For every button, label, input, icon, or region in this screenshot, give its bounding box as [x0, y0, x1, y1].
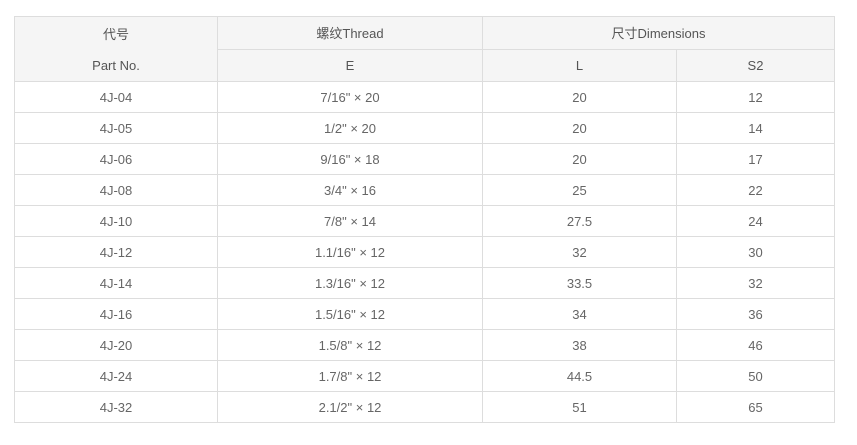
cell-l: 38	[482, 329, 677, 361]
table-row: 4J-05 1/2" × 20 20 14	[14, 112, 836, 144]
cell-l: 51	[482, 391, 677, 423]
cell-e: 1.3/16" × 12	[217, 267, 483, 299]
cell-e: 3/4" × 16	[217, 174, 483, 206]
cell-s2: 50	[675, 360, 836, 392]
table-row: 4J-20 1.5/8" × 12 38 46	[14, 329, 836, 361]
table-row: 4J-24 1.7/8" × 12 44.5 50	[14, 360, 836, 392]
cell-e: 1/2" × 20	[217, 112, 483, 144]
header-row-groups: 代号 Part No. 螺纹Thread 尺寸Dimensions	[14, 16, 836, 82]
cell-l: 25	[482, 174, 677, 206]
cell-s2: 14	[675, 112, 836, 144]
cell-e: 1.5/8" × 12	[217, 329, 483, 361]
cell-part_no: 4J-05	[14, 112, 218, 144]
cell-s2: 46	[675, 329, 836, 361]
header-part-no-en: Part No.	[92, 57, 140, 73]
cell-part_no: 4J-06	[14, 143, 218, 175]
cell-l: 20	[482, 81, 677, 113]
cell-l: 34	[482, 298, 677, 330]
cell-s2: 32	[675, 267, 836, 299]
table-row: 4J-08 3/4" × 16 25 22	[14, 174, 836, 206]
table-row: 4J-16 1.5/16" × 12 34 36	[14, 298, 836, 330]
header-col-l: L	[482, 48, 677, 82]
table-row: 4J-32 2.1/2" × 12 51 65	[14, 391, 836, 423]
cell-s2: 12	[675, 81, 836, 113]
cell-part_no: 4J-16	[14, 298, 218, 330]
cell-part_no: 4J-24	[14, 360, 218, 392]
header-part-no-cell: 代号 Part No.	[14, 16, 218, 82]
cell-part_no: 4J-04	[14, 81, 218, 113]
header-dimensions-group: 尺寸Dimensions	[481, 16, 836, 50]
cell-part_no: 4J-32	[14, 391, 218, 423]
cell-part_no: 4J-08	[14, 174, 218, 206]
table-body: 4J-04 7/16" × 20 20 12 4J-05 1/2" × 20 20 14 4J-…	[14, 81, 836, 423]
cell-part_no: 4J-14	[14, 267, 218, 299]
spec-sheet-page: 代号 Part No. 螺纹Thread 尺寸Dimensions E L S2…	[14, 16, 836, 423]
cell-e: 1.5/16" × 12	[217, 298, 483, 330]
cell-l: 32	[482, 236, 677, 268]
table-row: 4J-12 1.1/16" × 12 32 30	[14, 236, 836, 268]
cell-part_no: 4J-12	[14, 236, 218, 268]
cell-l: 20	[482, 143, 677, 175]
table-header: 代号 Part No. 螺纹Thread 尺寸Dimensions E L S2	[14, 16, 836, 82]
cell-l: 33.5	[482, 267, 677, 299]
cell-s2: 36	[675, 298, 836, 330]
header-row-subcolumns: E L S2	[15, 48, 836, 82]
cell-part_no: 4J-10	[14, 205, 218, 237]
cell-s2: 65	[675, 391, 836, 423]
cell-s2: 22	[675, 174, 836, 206]
cell-s2: 30	[675, 236, 836, 268]
table-row: 4J-04 7/16" × 20 20 12	[14, 81, 836, 113]
cell-s2: 17	[675, 143, 836, 175]
header-col-s2: S2	[675, 48, 836, 82]
header-part-no-zh: 代号	[102, 26, 129, 42]
cell-part_no: 4J-20	[14, 329, 218, 361]
cell-e: 9/16" × 18	[217, 143, 483, 175]
cell-e: 7/16" × 20	[217, 81, 483, 113]
header-thread-group: 螺纹Thread	[217, 16, 483, 50]
header-col-e: E	[217, 48, 483, 82]
cell-l: 44.5	[482, 360, 677, 392]
cell-e: 7/8" × 14	[217, 205, 483, 237]
cell-e: 1.1/16" × 12	[217, 236, 483, 268]
cell-s2: 24	[675, 205, 836, 237]
cell-l: 20	[482, 112, 677, 144]
table-row: 4J-14 1.3/16" × 12 33.5 32	[14, 267, 836, 299]
cell-l: 27.5	[482, 205, 677, 237]
thread-dimensions-table: 代号 Part No. 螺纹Thread 尺寸Dimensions E L S2…	[14, 16, 836, 423]
cell-e: 2.1/2" × 12	[217, 391, 483, 423]
cell-e: 1.7/8" × 12	[217, 360, 483, 392]
table-row: 4J-10 7/8" × 14 27.5 24	[14, 205, 836, 237]
table-row: 4J-06 9/16" × 18 20 17	[14, 143, 836, 175]
